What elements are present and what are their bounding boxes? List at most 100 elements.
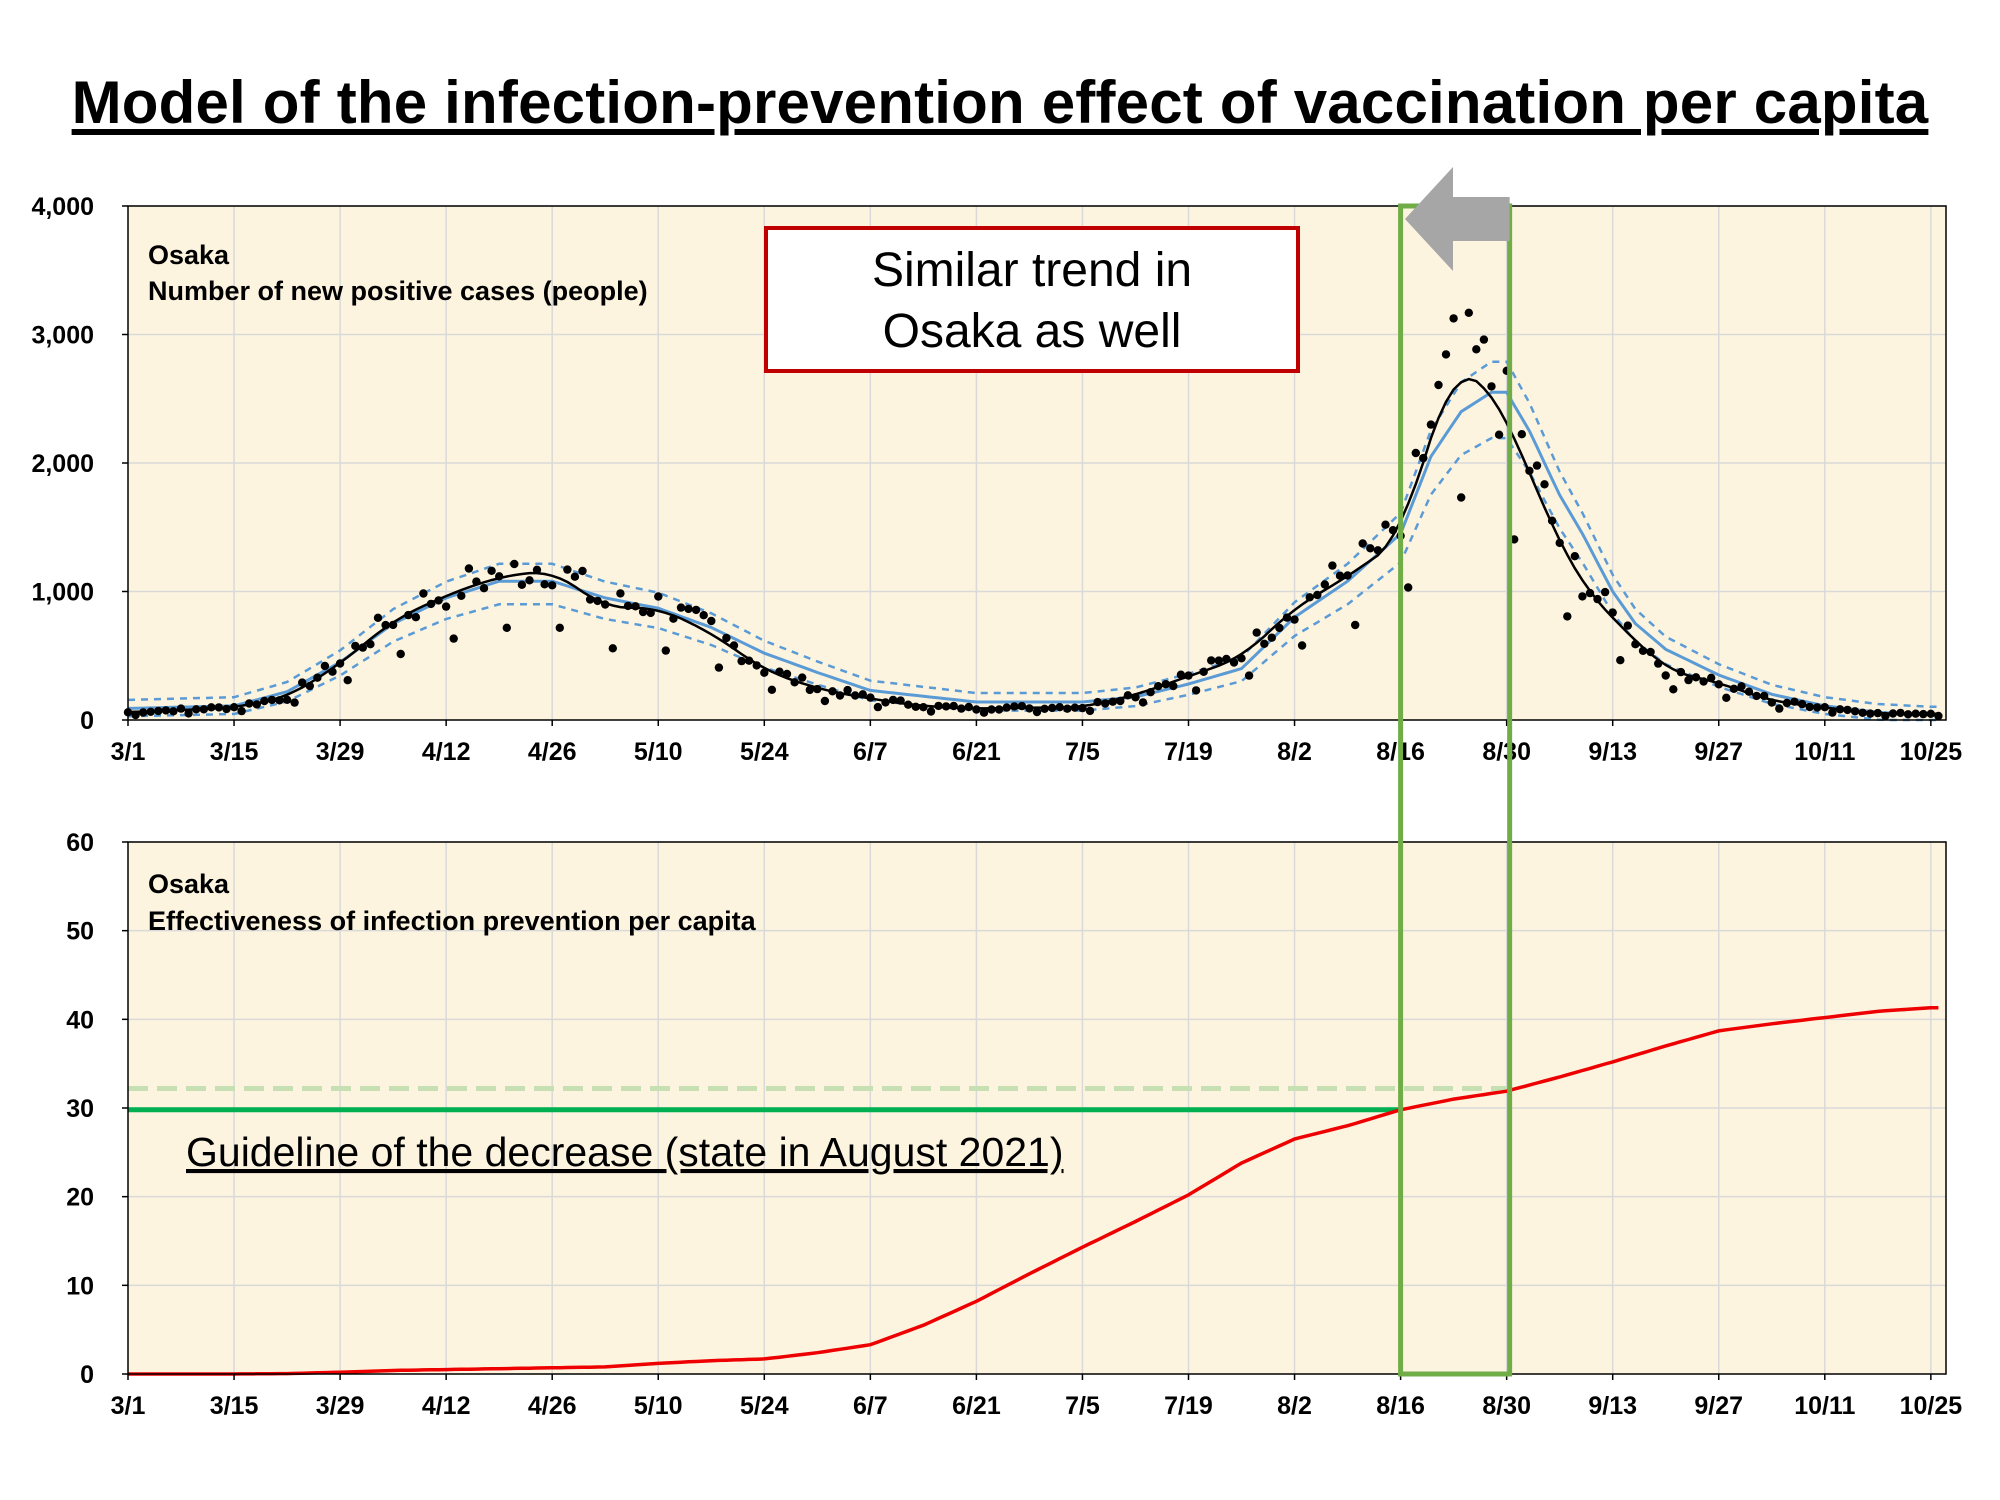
daily-point <box>828 687 837 696</box>
daily-point <box>1654 659 1663 668</box>
daily-point <box>1169 681 1178 691</box>
daily-point <box>1805 702 1814 712</box>
x-tick-label: 5/10 <box>634 1392 683 1420</box>
bottom-x-ticks: 3/1 3/15 3/29 4/12 4/26 5/10 5/24 6/7 6/21 7/5 7/1… <box>111 1374 1962 1420</box>
daily-point <box>1585 588 1595 598</box>
daily-point <box>532 565 542 574</box>
daily-point <box>1207 656 1216 665</box>
daily-point <box>585 595 595 604</box>
daily-point <box>851 691 860 700</box>
daily-point <box>881 698 890 707</box>
daily-point <box>760 668 769 677</box>
daily-point <box>1911 709 1920 718</box>
x-tick-label: 9/13 <box>1588 738 1637 766</box>
daily-point <box>388 620 398 630</box>
daily-point <box>1441 350 1451 359</box>
daily-point <box>237 706 246 716</box>
daily-point <box>798 673 807 682</box>
daily-point <box>623 601 633 611</box>
daily-point <box>782 669 792 679</box>
daily-point <box>896 696 905 705</box>
daily-point <box>1320 580 1330 589</box>
x-tick-label: 9/27 <box>1694 1392 1743 1420</box>
daily-point <box>540 580 549 589</box>
daily-point <box>1646 647 1655 657</box>
daily-point <box>1222 654 1231 664</box>
daily-point <box>1093 697 1102 707</box>
daily-point <box>1146 688 1155 697</box>
x-tick-label: 6/21 <box>952 1392 1001 1420</box>
daily-point <box>555 623 564 632</box>
page-title: Model of the infection-prevention effect… <box>71 69 1929 136</box>
daily-point <box>1699 677 1708 686</box>
daily-point <box>593 596 602 606</box>
y-tick-label: 4,000 <box>31 193 94 221</box>
daily-point <box>1426 420 1436 429</box>
x-tick-label: 3/29 <box>316 1392 365 1420</box>
daily-point <box>313 673 322 682</box>
daily-point <box>1926 709 1936 718</box>
daily-point <box>1623 621 1633 630</box>
x-tick-label: 4/26 <box>528 738 577 766</box>
daily-point <box>661 646 670 655</box>
daily-point <box>1282 613 1292 622</box>
daily-point <box>1616 656 1625 665</box>
daily-point <box>1472 345 1481 354</box>
daily-point <box>1479 335 1489 344</box>
daily-point <box>1063 704 1072 713</box>
daily-point <box>1335 571 1345 580</box>
daily-point <box>752 661 761 670</box>
daily-point <box>873 702 883 712</box>
daily-point <box>1101 699 1110 708</box>
x-tick-label: 3/15 <box>210 1392 259 1420</box>
y-tick-label: 50 <box>66 918 94 946</box>
daily-point <box>1570 552 1580 561</box>
daily-point <box>987 705 996 714</box>
daily-point <box>298 678 307 687</box>
daily-point <box>1540 480 1549 489</box>
daily-point <box>1919 709 1928 719</box>
daily-point <box>1154 682 1163 691</box>
x-tick-label: 9/13 <box>1588 1392 1637 1420</box>
daily-point <box>1578 592 1587 601</box>
y-tick-label: 1,000 <box>31 579 94 607</box>
x-tick-label: 7/5 <box>1065 1392 1100 1420</box>
daily-point <box>404 610 413 620</box>
daily-point <box>1351 620 1360 630</box>
daily-point <box>305 681 314 691</box>
daily-point <box>691 605 701 615</box>
daily-point <box>1896 708 1905 718</box>
daily-point <box>1305 593 1314 602</box>
daily-point <box>1434 380 1443 390</box>
daily-point <box>1555 538 1564 548</box>
daily-point <box>502 623 511 632</box>
y-tick-label: 0 <box>80 1361 94 1389</box>
daily-point <box>214 703 224 712</box>
left-arrow-icon <box>1405 167 1510 271</box>
daily-point <box>570 572 580 581</box>
guideline-caption: Guideline of the decrease (state in Augu… <box>186 1129 1064 1175</box>
daily-point <box>699 611 708 620</box>
daily-point <box>199 705 208 714</box>
daily-point <box>1525 466 1534 475</box>
daily-point <box>1797 699 1807 709</box>
daily-point <box>843 685 852 695</box>
y-tick-label: 0 <box>80 707 94 735</box>
x-tick-label: 10/11 <box>1794 738 1855 766</box>
daily-point <box>328 667 337 676</box>
daily-point <box>1138 698 1148 707</box>
daily-point <box>563 565 572 574</box>
daily-point <box>964 702 973 712</box>
daily-point <box>1881 711 1890 721</box>
daily-point <box>684 604 693 614</box>
daily-point <box>904 700 913 709</box>
daily-point <box>654 592 663 601</box>
daily-point <box>1593 594 1602 604</box>
daily-point <box>1290 615 1299 624</box>
daily-point <box>207 703 216 712</box>
daily-point <box>1048 703 1057 713</box>
daily-point <box>1934 711 1943 721</box>
bottom-y-ticks: 60 50 40 30 20 10 0 <box>66 829 128 1389</box>
callout-line-2: Osaka as well <box>883 305 1182 358</box>
y-tick-label: 20 <box>66 1184 94 1212</box>
